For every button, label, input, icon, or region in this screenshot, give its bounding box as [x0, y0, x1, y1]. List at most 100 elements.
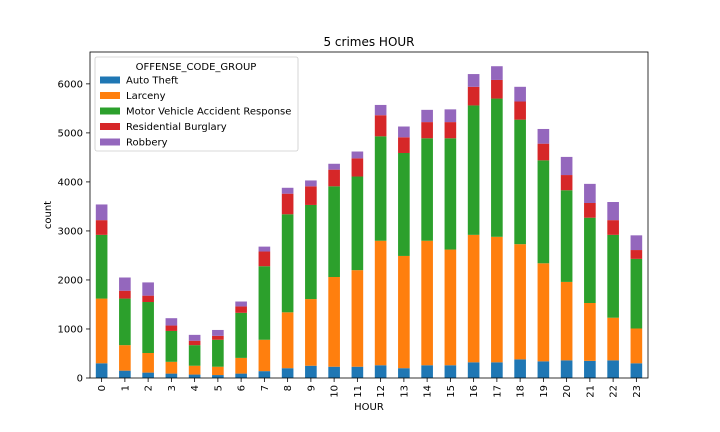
bar-residential-burglary-hour-2: [142, 295, 154, 303]
bar-motor-vehicle-accident-response-hour-9: [305, 204, 317, 300]
bar-residential-burglary-hour-19: [537, 143, 550, 161]
bar-robbery-hour-22: [607, 202, 619, 221]
bar-residential-burglary-hour-12: [374, 115, 387, 137]
bar-auto-theft-hour-10: [328, 366, 340, 378]
bar-residential-burglary-hour-16: [467, 86, 480, 106]
bar-larceny-hour-17: [491, 236, 503, 363]
bar-residential-burglary-hour-20: [560, 175, 573, 191]
legend-title: OFFENSE_CODE_GROUP: [136, 62, 257, 73]
chart-title: 5 crimes HOUR: [323, 35, 414, 49]
bar-robbery-hour-23: [630, 235, 643, 251]
bar-robbery-hour-21: [584, 183, 596, 203]
bar-auto-theft-hour-21: [584, 360, 596, 378]
bar-motor-vehicle-accident-response-hour-20: [560, 190, 573, 282]
bar-motor-vehicle-accident-response-hour-5: [212, 339, 224, 367]
bar-residential-burglary-hour-22: [607, 220, 619, 235]
bar-robbery-hour-10: [328, 163, 340, 170]
bar-larceny-hour-8: [281, 312, 294, 369]
bar-larceny-hour-10: [328, 277, 340, 367]
legend-entry: Auto Theft: [126, 76, 178, 87]
bar-robbery-hour-16: [467, 74, 480, 87]
bar-residential-burglary-hour-3: [165, 325, 178, 331]
x-tick-label: 2: [144, 385, 155, 391]
bar-robbery-hour-1: [119, 277, 131, 291]
y-tick-label: 5000: [58, 128, 83, 139]
bar-auto-theft-hour-4: [188, 374, 201, 378]
bar-larceny-hour-16: [467, 234, 480, 363]
y-axis: 0 1000 2000 3000 4000 5000 6000: [58, 79, 90, 385]
bar-larceny-hour-2: [142, 353, 154, 373]
y-tick-label: 3000: [58, 226, 83, 237]
legend-swatch: [100, 123, 120, 130]
bar-auto-theft-hour-0: [95, 363, 108, 378]
bar-motor-vehicle-accident-response-hour-8: [281, 214, 294, 313]
bar-residential-burglary-hour-6: [235, 306, 247, 313]
bar-auto-theft-hour-1: [119, 370, 131, 378]
bar-robbery-hour-0: [95, 204, 108, 221]
x-tick-label: 6: [237, 385, 248, 391]
x-tick-label: 18: [516, 385, 527, 398]
legend-entry: Larceny: [126, 91, 166, 102]
bar-robbery-hour-9: [305, 180, 317, 187]
bar-robbery-hour-20: [560, 156, 573, 176]
bar-residential-burglary-hour-14: [421, 122, 433, 139]
bar-larceny-hour-6: [235, 357, 247, 374]
bar-larceny-hour-18: [514, 244, 526, 360]
bar-auto-theft-hour-7: [258, 371, 271, 378]
bar-motor-vehicle-accident-response-hour-17: [491, 98, 503, 237]
x-tick-label: 9: [306, 385, 317, 391]
bar-larceny-hour-3: [165, 361, 178, 374]
legend-swatch: [100, 76, 120, 84]
legend-entry: Motor Vehicle Accident Response: [126, 107, 291, 118]
bars-layer: [95, 66, 643, 378]
bar-residential-burglary-hour-10: [328, 169, 340, 187]
bar-motor-vehicle-accident-response-hour-12: [374, 136, 387, 241]
bar-residential-burglary-hour-9: [305, 186, 317, 205]
bar-motor-vehicle-accident-response-hour-7: [258, 266, 271, 340]
bar-robbery-hour-18: [514, 86, 526, 102]
bar-motor-vehicle-accident-response-hour-21: [584, 217, 596, 303]
bar-motor-vehicle-accident-response-hour-11: [351, 176, 364, 271]
bar-robbery-hour-8: [281, 187, 294, 194]
x-tick-label: 21: [585, 385, 596, 398]
bar-residential-burglary-hour-1: [119, 290, 131, 299]
plot-frame: [89, 51, 649, 379]
x-axis-label: HOUR: [354, 402, 384, 413]
bar-robbery-hour-3: [165, 318, 178, 326]
legend-box: [94, 56, 299, 152]
bar-auto-theft-hour-2: [142, 372, 154, 378]
bar-larceny-hour-15: [444, 249, 457, 366]
bar-residential-burglary-hour-7: [258, 251, 271, 267]
legend-entry: Residential Burglary: [126, 122, 227, 133]
bar-auto-theft-hour-20: [560, 360, 573, 378]
legend-swatch: [100, 92, 120, 99]
x-tick-label: 8: [283, 385, 294, 391]
y-tick-label: 4000: [58, 177, 83, 188]
bar-larceny-hour-13: [398, 255, 410, 369]
bar-larceny-hour-19: [537, 263, 550, 362]
bar-residential-burglary-hour-23: [630, 250, 643, 259]
x-axis: 0 1 2 3 4 5 6 7 8 9 10 11 12 13 14 15 16 17 18 19 20 21 22 23: [97, 378, 643, 398]
bar-robbery-hour-13: [398, 126, 410, 138]
bar-motor-vehicle-accident-response-hour-13: [398, 152, 410, 256]
bar-auto-theft-hour-12: [374, 365, 387, 378]
bar-larceny-hour-5: [212, 366, 224, 376]
x-tick-label: 7: [260, 385, 271, 391]
bar-robbery-hour-19: [537, 128, 550, 144]
x-tick-label: 14: [423, 385, 434, 398]
bar-residential-burglary-hour-21: [584, 202, 596, 218]
bar-motor-vehicle-accident-response-hour-4: [188, 345, 201, 366]
legend-entry: Robbery: [126, 138, 168, 149]
bar-auto-theft-hour-5: [212, 375, 224, 378]
bar-motor-vehicle-accident-response-hour-23: [630, 258, 643, 329]
bar-robbery-hour-7: [258, 246, 271, 252]
bar-larceny-hour-21: [584, 303, 596, 361]
bar-motor-vehicle-accident-response-hour-16: [467, 105, 480, 235]
y-tick-label: 6000: [58, 79, 83, 90]
bar-robbery-hour-11: [351, 151, 364, 159]
x-tick-label: 16: [469, 385, 480, 398]
bar-motor-vehicle-accident-response-hour-0: [95, 234, 108, 299]
bar-robbery-hour-2: [142, 282, 154, 296]
bar-residential-burglary-hour-8: [281, 193, 294, 215]
